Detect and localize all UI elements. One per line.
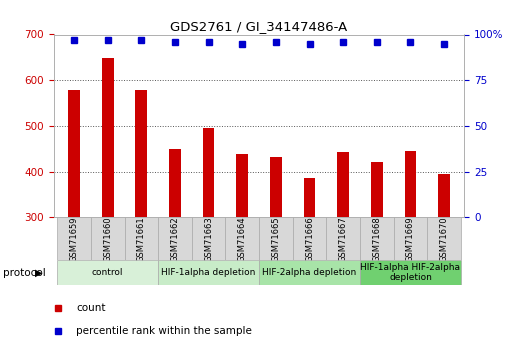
Bar	[393, 217, 427, 260]
Bar	[169, 149, 181, 217]
Bar	[57, 217, 91, 260]
Title: GDS2761 / GI_34147486-A: GDS2761 / GI_34147486-A	[170, 20, 348, 33]
Bar	[360, 260, 461, 285]
Text: HIF-1alpha depletion: HIF-1alpha depletion	[162, 268, 256, 277]
Bar	[68, 90, 80, 217]
Bar	[293, 217, 326, 260]
Bar	[158, 217, 192, 260]
Text: GSM71661: GSM71661	[137, 216, 146, 262]
Bar	[192, 217, 225, 260]
Bar	[135, 90, 147, 217]
Text: ▶: ▶	[35, 268, 43, 277]
Bar	[427, 217, 461, 260]
Bar	[259, 260, 360, 285]
Text: protocol: protocol	[3, 268, 45, 277]
Text: GSM71659: GSM71659	[70, 216, 78, 262]
Text: control: control	[92, 268, 124, 277]
Bar	[203, 128, 214, 217]
Text: GSM71662: GSM71662	[170, 216, 180, 262]
Bar	[304, 178, 315, 217]
Text: HIF-1alpha HIF-2alpha
depletion: HIF-1alpha HIF-2alpha depletion	[361, 263, 461, 282]
Bar	[360, 217, 393, 260]
Bar	[225, 217, 259, 260]
Text: GSM71670: GSM71670	[440, 216, 448, 262]
Bar	[158, 260, 259, 285]
Text: GSM71666: GSM71666	[305, 216, 314, 262]
Text: GSM71660: GSM71660	[103, 216, 112, 262]
Text: count: count	[76, 303, 106, 313]
Bar	[125, 217, 158, 260]
Bar	[259, 217, 293, 260]
Bar	[57, 260, 158, 285]
Bar	[236, 154, 248, 217]
Bar	[270, 157, 282, 217]
Text: percentile rank within the sample: percentile rank within the sample	[76, 326, 252, 335]
Text: GSM71663: GSM71663	[204, 216, 213, 262]
Text: GSM71664: GSM71664	[238, 216, 247, 262]
Bar	[405, 151, 417, 217]
Bar	[438, 174, 450, 217]
Text: GSM71665: GSM71665	[271, 216, 281, 262]
Bar	[371, 161, 383, 217]
Text: GSM71668: GSM71668	[372, 216, 381, 262]
Bar	[326, 217, 360, 260]
Bar	[102, 58, 113, 217]
Bar	[91, 217, 125, 260]
Text: GSM71669: GSM71669	[406, 216, 415, 262]
Text: GSM71667: GSM71667	[339, 216, 348, 262]
Bar	[337, 152, 349, 217]
Text: HIF-2alpha depletion: HIF-2alpha depletion	[262, 268, 357, 277]
